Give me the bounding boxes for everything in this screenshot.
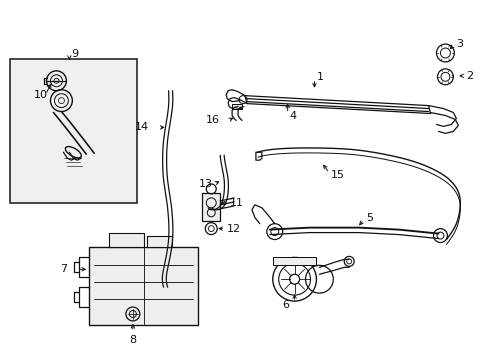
Text: 2: 2 [466,71,472,81]
Text: 5: 5 [366,213,372,223]
Text: 16: 16 [206,116,220,126]
Text: 9: 9 [71,49,78,59]
Bar [272,257,316,265]
Bar [232,104,242,109]
Bar [146,235,171,247]
Text: 12: 12 [226,224,241,234]
Bar [89,247,198,325]
Text: 1: 1 [316,72,323,82]
Text: 4: 4 [289,111,296,121]
Text: 11: 11 [230,198,244,208]
Text: 3: 3 [455,39,463,49]
Text: 15: 15 [331,170,345,180]
Text: 14: 14 [134,122,148,132]
Bar [109,233,143,247]
Text: 6: 6 [282,300,289,310]
Text: 10: 10 [34,90,47,100]
Bar [202,193,220,221]
Bar [10,59,137,203]
Text: 8: 8 [129,335,136,345]
Text: 7: 7 [60,264,67,274]
Text: 13: 13 [199,179,213,189]
